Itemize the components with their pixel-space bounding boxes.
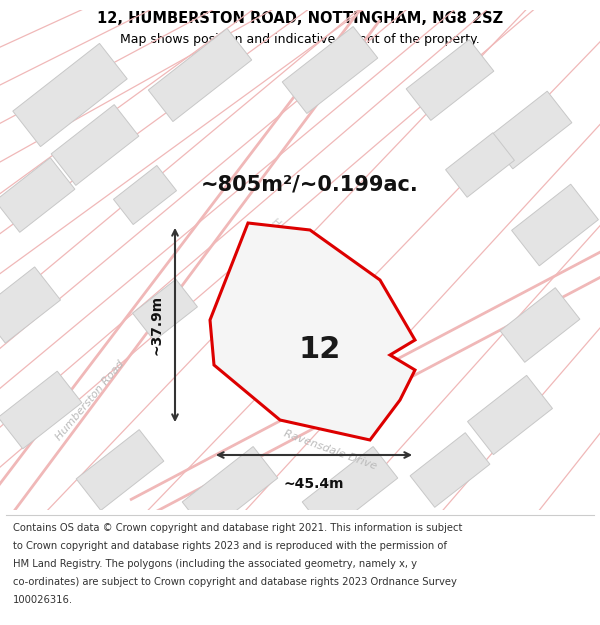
Text: 12: 12 [299,336,341,364]
Text: co-ordinates) are subject to Crown copyright and database rights 2023 Ordnance S: co-ordinates) are subject to Crown copyr… [13,577,457,587]
Text: 100026316.: 100026316. [13,596,73,606]
Polygon shape [302,446,398,534]
Text: Humberston Road: Humberston Road [54,358,126,442]
Text: Humberston Road: Humberston Road [270,217,350,283]
Text: HM Land Registry. The polygons (including the associated geometry, namely x, y: HM Land Registry. The polygons (includin… [13,559,417,569]
Polygon shape [488,91,572,169]
Polygon shape [446,132,514,198]
Polygon shape [500,288,580,362]
Polygon shape [182,446,278,534]
Polygon shape [467,376,553,454]
Text: ~37.9m: ~37.9m [149,295,163,355]
Polygon shape [0,371,82,449]
Polygon shape [13,43,127,147]
Polygon shape [282,26,378,114]
Text: 12, HUMBERSTON ROAD, NOTTINGHAM, NG8 2SZ: 12, HUMBERSTON ROAD, NOTTINGHAM, NG8 2SZ [97,11,503,26]
Text: to Crown copyright and database rights 2023 and is reproduced with the permissio: to Crown copyright and database rights 2… [13,541,447,551]
Polygon shape [76,429,164,511]
Polygon shape [406,39,494,121]
Polygon shape [148,29,252,121]
Text: ~805m²/~0.199ac.: ~805m²/~0.199ac. [201,175,419,195]
Polygon shape [113,166,176,224]
Polygon shape [0,267,61,343]
Polygon shape [51,104,139,186]
Polygon shape [410,432,490,508]
Text: Map shows position and indicative extent of the property.: Map shows position and indicative extent… [120,32,480,46]
Polygon shape [210,223,415,440]
Text: Ravensdale Drive: Ravensdale Drive [282,429,378,471]
Text: Contains OS data © Crown copyright and database right 2021. This information is : Contains OS data © Crown copyright and d… [13,522,463,532]
Polygon shape [512,184,598,266]
Polygon shape [0,158,75,232]
Text: ~45.4m: ~45.4m [284,477,344,491]
Polygon shape [133,279,197,341]
